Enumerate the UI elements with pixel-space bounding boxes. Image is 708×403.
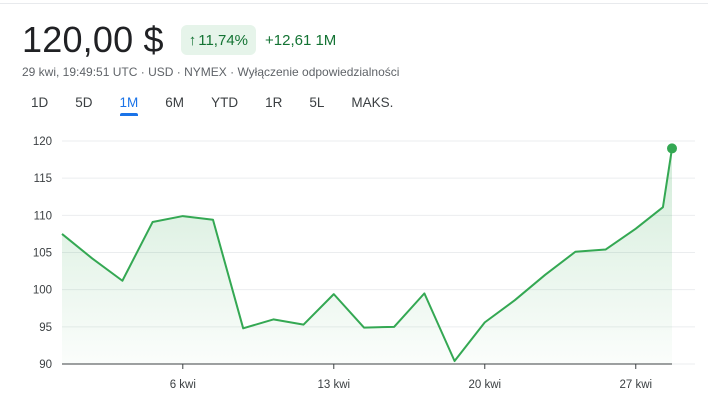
y-tick-label: 120 [33, 136, 52, 148]
y-tick-label: 95 [39, 322, 52, 334]
current-price: 120,00 $ [22, 19, 164, 60]
tab-1m[interactable]: 1M [119, 93, 138, 116]
y-tick-label: 100 [33, 285, 52, 297]
meta-separator: · [137, 65, 149, 79]
y-tick-label: 115 [34, 173, 52, 185]
y-axis-labels: 120 115 110 105 100 95 90 [33, 136, 52, 371]
percent-change-badge: ↑ 11,74% [180, 25, 256, 55]
chart-points [667, 143, 677, 154]
tab-1d[interactable]: 1D [31, 95, 49, 110]
range-tabs: 1D 5D 1M 6M YTD 1R 5L MAKS. [31, 93, 420, 116]
series-line [61, 148, 673, 363]
arrow-up-icon: ↑ [188, 31, 197, 49]
tab-1r[interactable]: 1R [265, 95, 283, 110]
x-tick-label: 27 kwi [619, 379, 652, 391]
top-divider [0, 3, 708, 4]
x-axis: 6 kwi 13 kwi 20 kwi 27 kwi [62, 363, 672, 391]
absolute-change: +12,61 1M [265, 31, 337, 49]
y-tick-label: 110 [34, 210, 52, 222]
chart-area [61, 148, 673, 364]
y-tick-label: 105 [33, 248, 52, 260]
tab-5d[interactable]: 5D [75, 95, 93, 110]
area-fill [62, 148, 672, 364]
timestamp: 29 kwi, 19:49:51 UTC [22, 65, 138, 79]
currency: USD [148, 65, 174, 79]
quote-header: 120,00 $ ↑ 11,74% +12,61 1M [22, 20, 336, 60]
y-tick-label: 90 [39, 359, 52, 371]
x-tick-label: 13 kwi [317, 379, 350, 391]
x-tick-label: 6 kwi [170, 379, 196, 391]
quote-meta: 29 kwi, 19:49:51 UTC · USD · NYMEX · Wył… [22, 65, 399, 79]
x-tick-label: 20 kwi [468, 379, 501, 391]
exchange: NYMEX [184, 65, 227, 79]
meta-separator: · [226, 65, 238, 79]
tab-5l[interactable]: 5L [309, 95, 325, 110]
tab-maks[interactable]: MAKS. [351, 95, 394, 110]
disclaimer-link[interactable]: Wyłączenie odpowiedzialności [237, 65, 400, 79]
last-price-point [667, 143, 677, 154]
tab-ytd[interactable]: YTD [211, 95, 239, 110]
percent-change-value: 11,74% [198, 31, 248, 49]
tab-6m[interactable]: 6M [165, 95, 185, 110]
meta-separator: · [173, 65, 185, 79]
